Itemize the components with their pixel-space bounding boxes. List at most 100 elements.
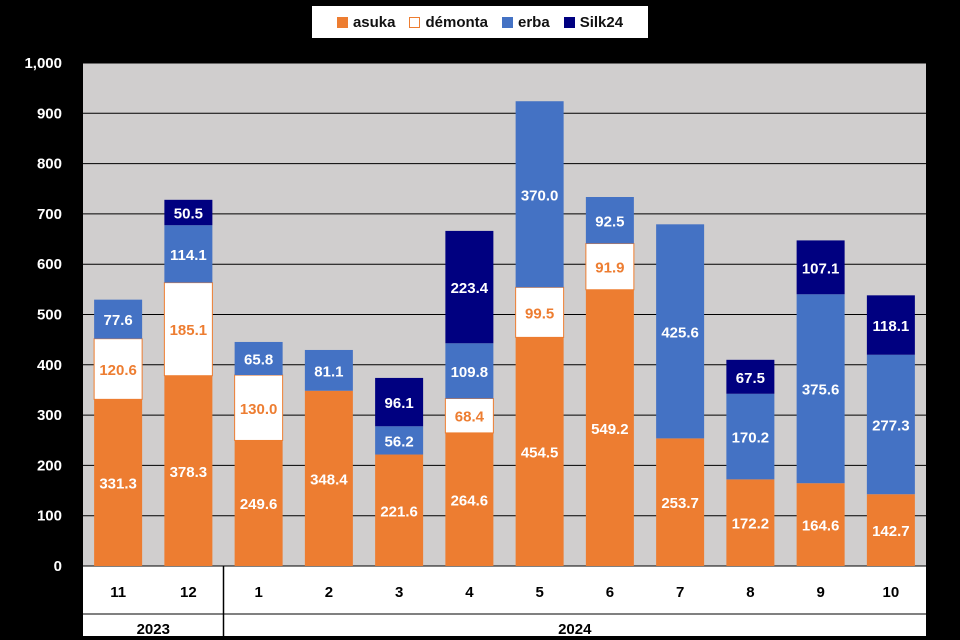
legend-label-asuka: asuka [352, 13, 396, 31]
data-label-silk24: 118.1 [873, 318, 910, 335]
x-tick-label: 11 [110, 584, 126, 601]
bar-asuka [585, 289, 634, 566]
bar-dmonta [515, 286, 565, 338]
chart-legend: asuka démonta erba Silk24 [312, 6, 648, 38]
legend-label-demonta: démonta [425, 13, 488, 31]
data-label-erba: 375.6 [802, 382, 840, 399]
x-tick-label: 10 [883, 584, 900, 601]
legend-item-asuka: asuka [336, 13, 396, 31]
bar-asuka [375, 454, 424, 566]
legend-item-demonta: démonta [409, 14, 488, 31]
x-tick-label: 7 [676, 584, 684, 601]
x-axis-band [83, 566, 926, 636]
bar-asuka [445, 432, 494, 566]
data-label-erba: 65.8 [244, 352, 273, 369]
bar-asuka [234, 440, 283, 566]
y-tick-label: 200 [37, 457, 62, 474]
x-tick-label: 5 [535, 584, 543, 601]
bar-erba [234, 341, 283, 376]
data-label-erba: 77.6 [104, 312, 133, 329]
x-tick-label: 6 [606, 584, 614, 601]
legend-item-silk24: Silk24 [563, 13, 624, 31]
x-tick-label: 9 [816, 584, 824, 601]
data-label-erba: 425.6 [661, 324, 699, 341]
data-label-asuka: 253.7 [661, 495, 699, 512]
bar-silk24 [796, 240, 845, 295]
bar-silk24 [866, 295, 915, 355]
data-label-erba: 81.1 [314, 363, 343, 380]
bar-asuka [796, 483, 845, 566]
bar-erba [726, 393, 775, 480]
data-label-dmonta: 91.9 [595, 260, 624, 277]
x-tick-label: 1 [254, 584, 262, 601]
year-group-label: 2024 [558, 621, 592, 638]
bar-silk24 [164, 199, 213, 226]
legend-label-erba: erba [518, 13, 550, 31]
data-label-erba: 370.0 [521, 187, 559, 204]
data-label-asuka: 264.6 [451, 492, 489, 509]
y-tick-label: 1,000 [24, 55, 62, 72]
legend-swatch-silk24 [563, 16, 575, 28]
bar-erba [304, 349, 353, 391]
bar-asuka [866, 494, 915, 566]
data-label-asuka: 378.3 [170, 464, 208, 481]
data-label-dmonta: 130.0 [240, 401, 278, 418]
data-label-asuka: 249.6 [240, 496, 278, 513]
bar-erba [796, 294, 845, 484]
x-tick-label: 12 [180, 584, 197, 601]
data-label-dmonta: 68.4 [455, 409, 485, 426]
legend-label-silk24: Silk24 [579, 13, 624, 31]
data-label-erba: 109.8 [451, 364, 489, 381]
legend-item-erba: erba [502, 14, 550, 31]
bar-erba [164, 225, 213, 283]
y-tick-label: 500 [37, 307, 62, 324]
bar-asuka [164, 375, 213, 566]
y-tick-label: 100 [37, 508, 62, 525]
data-label-erba: 170.2 [732, 430, 770, 447]
data-label-dmonta: 185.1 [170, 322, 208, 339]
bar-asuka [94, 399, 143, 566]
data-label-silk24: 50.5 [174, 206, 203, 223]
bar-dmonta [585, 243, 635, 291]
bar-erba [585, 196, 634, 244]
legend-swatch-asuka [336, 16, 348, 28]
y-tick-label: 800 [37, 156, 62, 173]
bar-erba [445, 343, 494, 399]
bar-erba [515, 101, 564, 288]
y-tick-label: 0 [54, 558, 62, 575]
data-label-dmonta: 120.6 [99, 362, 137, 379]
bar-dmonta [163, 282, 213, 377]
y-tick-label: 900 [37, 105, 62, 122]
data-label-erba: 56.2 [385, 433, 414, 450]
data-label-erba: 92.5 [595, 213, 624, 230]
data-label-asuka: 142.7 [872, 523, 910, 540]
bar-asuka [726, 479, 775, 566]
year-group-label: 2023 [137, 621, 170, 638]
y-tick-label: 400 [37, 357, 62, 374]
y-tick-label: 600 [37, 256, 62, 273]
data-label-silk24: 67.5 [736, 370, 765, 387]
bar-erba [375, 426, 424, 455]
bar-asuka [656, 438, 705, 566]
bar-erba [656, 224, 705, 439]
y-tick-label: 700 [37, 206, 62, 223]
data-label-asuka: 549.2 [591, 421, 629, 438]
x-tick-label: 3 [395, 584, 403, 601]
legend-swatch-demonta [409, 16, 421, 28]
data-label-dmonta: 99.5 [525, 305, 554, 322]
bar-asuka [304, 390, 353, 566]
x-tick-label: 2 [325, 584, 333, 601]
data-label-asuka: 164.6 [802, 518, 840, 535]
x-tick-label: 4 [465, 584, 474, 601]
y-tick-label: 300 [37, 407, 62, 424]
data-label-asuka: 454.5 [521, 445, 559, 462]
bar-silk24 [726, 359, 775, 394]
data-label-erba: 114.1 [170, 247, 207, 264]
data-label-asuka: 348.4 [310, 471, 348, 488]
x-tick-label: 8 [746, 584, 754, 601]
bar-silk24 [445, 230, 494, 344]
data-label-erba: 277.3 [872, 417, 910, 434]
bar-dmonta [234, 374, 284, 441]
bar-erba [866, 354, 915, 495]
